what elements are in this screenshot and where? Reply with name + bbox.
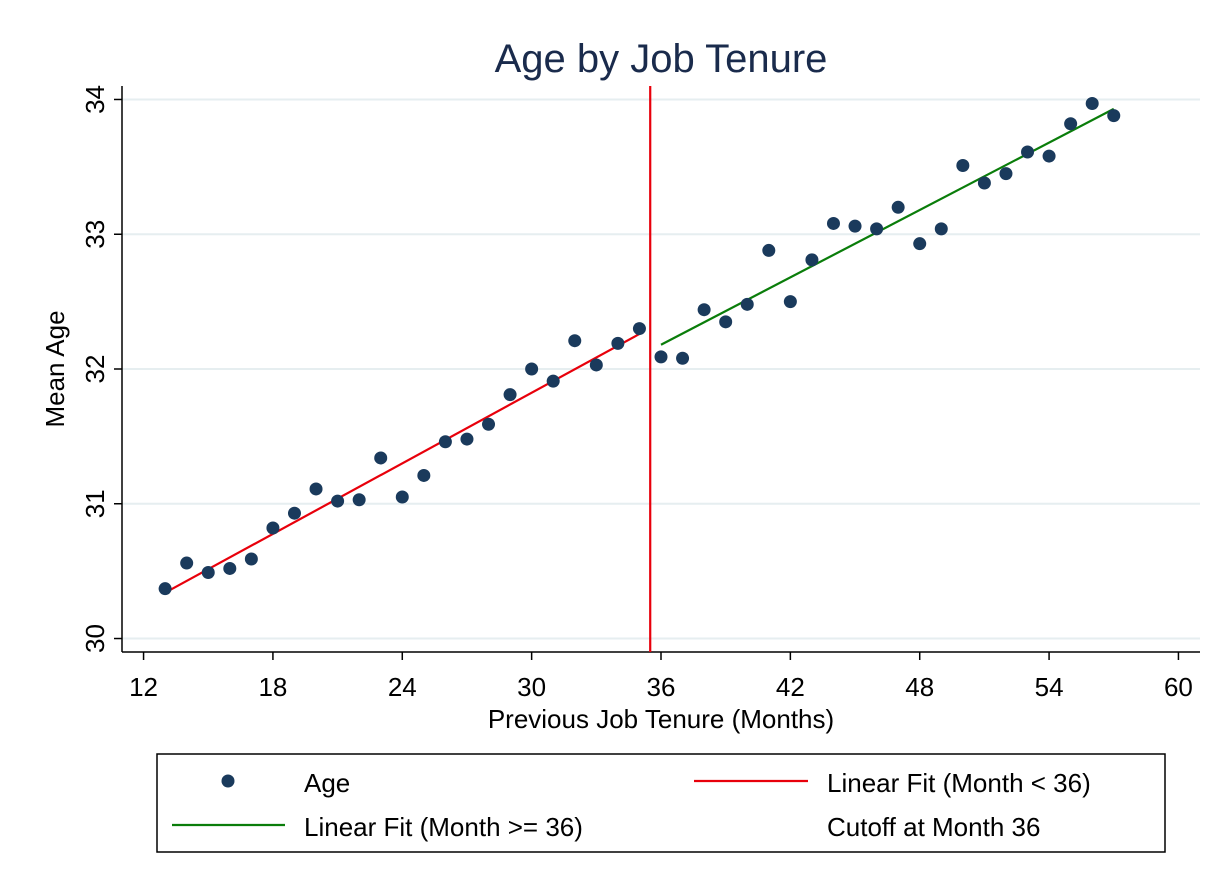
y-tick-label: 33 bbox=[80, 220, 110, 249]
data-point bbox=[1085, 97, 1099, 111]
data-point bbox=[934, 222, 948, 236]
data-point bbox=[676, 351, 690, 365]
data-point bbox=[331, 494, 345, 508]
x-tick-label: 36 bbox=[647, 672, 676, 702]
data-point bbox=[611, 336, 625, 350]
legend-label: Age bbox=[304, 768, 350, 798]
x-tick-label: 30 bbox=[517, 672, 546, 702]
data-point bbox=[697, 303, 711, 317]
data-point bbox=[180, 556, 194, 570]
data-point bbox=[632, 322, 646, 336]
data-point bbox=[805, 253, 819, 267]
y-tick-label: 32 bbox=[80, 355, 110, 384]
axes-layer bbox=[114, 86, 1200, 660]
data-point bbox=[374, 451, 388, 465]
data-point bbox=[719, 315, 733, 329]
data-point bbox=[891, 200, 905, 214]
data-point bbox=[158, 582, 172, 596]
legend-box bbox=[156, 753, 1166, 853]
x-tick-label: 42 bbox=[776, 672, 805, 702]
data-point bbox=[956, 159, 970, 173]
data-point bbox=[546, 374, 560, 388]
data-point bbox=[999, 167, 1013, 181]
data-point bbox=[503, 388, 517, 402]
legend-marker-age bbox=[221, 774, 235, 788]
data-point bbox=[525, 362, 539, 376]
points-layer bbox=[158, 97, 1121, 596]
data-point bbox=[244, 552, 258, 566]
data-point bbox=[395, 490, 409, 504]
y-tick-label: 30 bbox=[80, 624, 110, 653]
data-point bbox=[223, 561, 237, 575]
data-point bbox=[482, 417, 496, 431]
text-layer: 30 31 32 33 34 12 18 24 30 36 42 48 54 60 Previous Job… bbox=[40, 37, 1193, 734]
data-point bbox=[654, 350, 668, 364]
x-tick-label: 24 bbox=[388, 672, 417, 702]
data-point bbox=[913, 237, 927, 251]
data-point bbox=[1064, 117, 1078, 131]
data-point bbox=[568, 334, 582, 348]
data-point bbox=[826, 216, 840, 230]
data-point bbox=[870, 222, 884, 236]
data-point bbox=[460, 432, 474, 446]
legend-label: Linear Fit (Month >= 36) bbox=[304, 812, 583, 842]
x-tick-label: 12 bbox=[129, 672, 158, 702]
grid-layer bbox=[122, 98, 1200, 640]
data-point bbox=[762, 243, 776, 257]
data-point bbox=[266, 521, 280, 535]
data-point bbox=[848, 219, 862, 233]
legend-label: Cutoff at Month 36 bbox=[827, 812, 1040, 842]
legend: Age Linear Fit (Month < 36) Linear Fit (Mo… bbox=[156, 753, 1166, 853]
data-point bbox=[1021, 145, 1035, 159]
x-tick-label: 18 bbox=[258, 672, 287, 702]
data-point bbox=[1107, 109, 1121, 123]
data-point bbox=[287, 506, 301, 520]
x-tick-label: 60 bbox=[1164, 672, 1193, 702]
fit-line-before bbox=[164, 332, 640, 594]
data-point bbox=[352, 493, 366, 507]
y-tick-label: 34 bbox=[80, 85, 110, 114]
data-point bbox=[438, 435, 452, 449]
x-axis-title: Previous Job Tenure (Months) bbox=[488, 704, 834, 734]
x-tick-label: 48 bbox=[905, 672, 934, 702]
data-point bbox=[783, 295, 797, 309]
fit-line-after bbox=[660, 107, 1115, 346]
data-point bbox=[201, 565, 215, 579]
x-tick-label: 54 bbox=[1035, 672, 1064, 702]
y-axis-title: Mean Age bbox=[40, 310, 70, 427]
lines-layer bbox=[164, 86, 1115, 652]
y-tick-label: 31 bbox=[80, 489, 110, 518]
data-point bbox=[589, 358, 603, 372]
data-point bbox=[977, 176, 991, 190]
data-point bbox=[1042, 149, 1056, 163]
chart-title: Age by Job Tenure bbox=[495, 37, 828, 81]
data-point bbox=[417, 468, 431, 482]
data-point bbox=[740, 297, 754, 311]
legend-label: Linear Fit (Month < 36) bbox=[827, 768, 1091, 798]
data-point bbox=[309, 482, 323, 496]
